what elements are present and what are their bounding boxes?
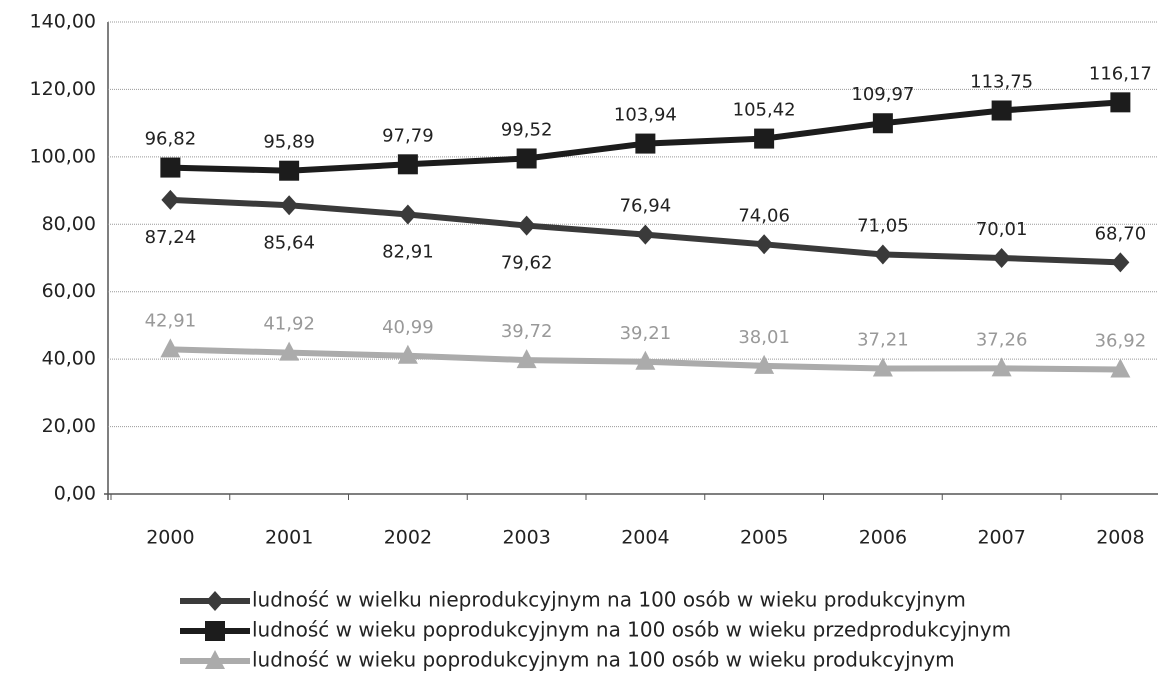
- marker: [397, 154, 418, 175]
- value-label: 99,52: [501, 119, 553, 140]
- marker: [279, 341, 300, 361]
- value-label: 116,17: [1089, 63, 1152, 84]
- y-tick-label: 20,00: [42, 415, 96, 437]
- y-tick-label: 0,00: [54, 483, 96, 505]
- value-label: 70,01: [976, 219, 1028, 240]
- value-label: 39,72: [501, 321, 553, 342]
- x-tick-label: 2006: [859, 527, 907, 549]
- value-label: 95,89: [263, 132, 315, 153]
- marker: [991, 100, 1012, 121]
- x-tick-label: 2001: [265, 527, 313, 549]
- value-label: 39,21: [620, 323, 672, 344]
- marker: [755, 234, 774, 255]
- y-tick-label: 40,00: [42, 348, 96, 370]
- y-tick-label: 60,00: [42, 280, 96, 302]
- marker: [1111, 252, 1130, 273]
- legend-label: ludność w wieku poprodukcyjnym na 100 os…: [252, 648, 955, 672]
- legend-marker: [205, 621, 225, 641]
- marker: [1110, 358, 1131, 378]
- marker: [398, 204, 417, 225]
- legend-label: ludność w wielku nieprodukcyjnym na 100 …: [252, 588, 966, 612]
- y-tick-label: 120,00: [30, 78, 96, 100]
- value-label: 96,82: [145, 129, 197, 150]
- marker: [517, 215, 536, 236]
- value-label: 41,92: [263, 314, 315, 335]
- marker: [872, 357, 893, 377]
- legend-marker: [206, 591, 224, 611]
- marker: [992, 247, 1011, 268]
- value-label: 42,91: [145, 310, 197, 331]
- value-label: 103,94: [614, 105, 677, 126]
- y-tick-label: 140,00: [30, 11, 96, 33]
- y-tick-label: 100,00: [30, 145, 96, 167]
- value-label: 82,91: [382, 241, 434, 262]
- marker: [873, 244, 892, 265]
- x-tick-label: 2000: [146, 527, 194, 549]
- value-label: 85,64: [263, 232, 315, 253]
- marker: [635, 133, 656, 154]
- value-label: 37,21: [857, 330, 909, 351]
- value-label: 74,06: [738, 205, 790, 226]
- x-tick-label: 2005: [740, 527, 788, 549]
- value-label: 113,75: [970, 72, 1033, 93]
- value-label: 79,62: [501, 253, 553, 274]
- x-tick-label: 2007: [977, 527, 1025, 549]
- marker: [160, 338, 181, 358]
- value-label: 68,70: [1095, 223, 1147, 244]
- marker: [160, 157, 181, 178]
- marker: [754, 128, 775, 149]
- legend-label: ludność w wieku poprodukcyjnym na 100 os…: [252, 618, 1011, 642]
- marker: [991, 357, 1012, 377]
- marker: [279, 160, 300, 181]
- value-label: 36,92: [1095, 331, 1147, 352]
- value-label: 40,99: [382, 317, 434, 338]
- marker: [280, 195, 299, 216]
- marker: [872, 113, 893, 134]
- x-tick-label: 2003: [502, 527, 550, 549]
- value-label: 37,26: [976, 329, 1028, 350]
- value-label: 109,97: [851, 84, 914, 105]
- marker: [1110, 92, 1131, 113]
- marker: [161, 189, 180, 210]
- marker: [635, 350, 656, 370]
- value-label: 76,94: [620, 196, 672, 217]
- value-label: 87,24: [145, 227, 197, 248]
- y-tick-label: 80,00: [42, 213, 96, 235]
- marker: [516, 148, 537, 169]
- value-label: 97,79: [382, 125, 434, 146]
- x-tick-label: 2002: [384, 527, 432, 549]
- value-label: 38,01: [738, 327, 790, 348]
- marker: [636, 224, 655, 245]
- marker: [397, 344, 418, 364]
- value-label: 71,05: [857, 215, 909, 236]
- x-tick-label: 2008: [1096, 527, 1144, 549]
- x-tick-label: 2004: [621, 527, 669, 549]
- legend-marker: [205, 650, 225, 669]
- marker: [754, 354, 775, 374]
- value-label: 105,42: [733, 100, 796, 121]
- marker: [516, 349, 537, 369]
